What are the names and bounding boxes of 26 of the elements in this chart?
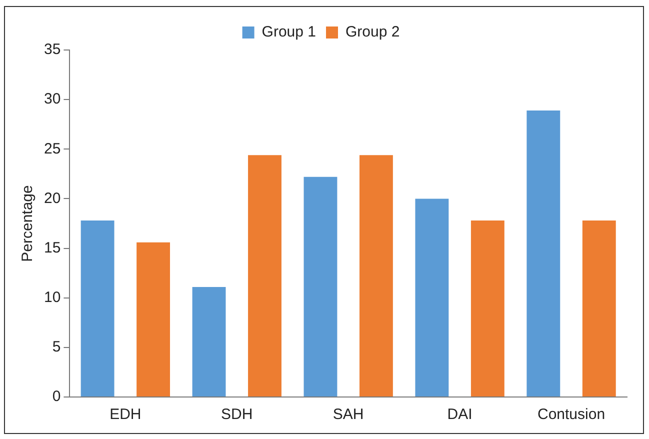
y-tick-label: 10 <box>44 289 61 306</box>
x-tick-label: Contusion <box>537 406 606 424</box>
y-tick-label: 20 <box>44 190 61 207</box>
y-tick-label: 35 <box>44 41 61 58</box>
bar <box>192 286 226 396</box>
x-tick-label: DAI <box>447 406 472 424</box>
y-tick-label: 5 <box>52 338 61 356</box>
bar <box>582 220 616 396</box>
bar <box>359 155 393 396</box>
bar <box>248 155 282 396</box>
bar <box>470 220 504 396</box>
bar <box>415 198 449 396</box>
legend-label: Group 1 <box>262 24 316 41</box>
y-tick-label: 25 <box>44 140 61 158</box>
y-tick-label: 15 <box>44 239 61 256</box>
bar <box>304 176 338 396</box>
x-tick-label: EDH <box>110 406 142 424</box>
bar <box>80 220 114 396</box>
x-tick-label: SAH <box>332 406 364 424</box>
x-tick-label: SDH <box>221 406 253 424</box>
y-tick-label: 0 <box>52 388 61 406</box>
legend-label: Group 2 <box>346 24 400 41</box>
bar <box>526 110 560 396</box>
y-tick-label: 30 <box>44 90 61 108</box>
y-axis-title: Percentage <box>19 185 36 262</box>
bar <box>136 242 170 396</box>
